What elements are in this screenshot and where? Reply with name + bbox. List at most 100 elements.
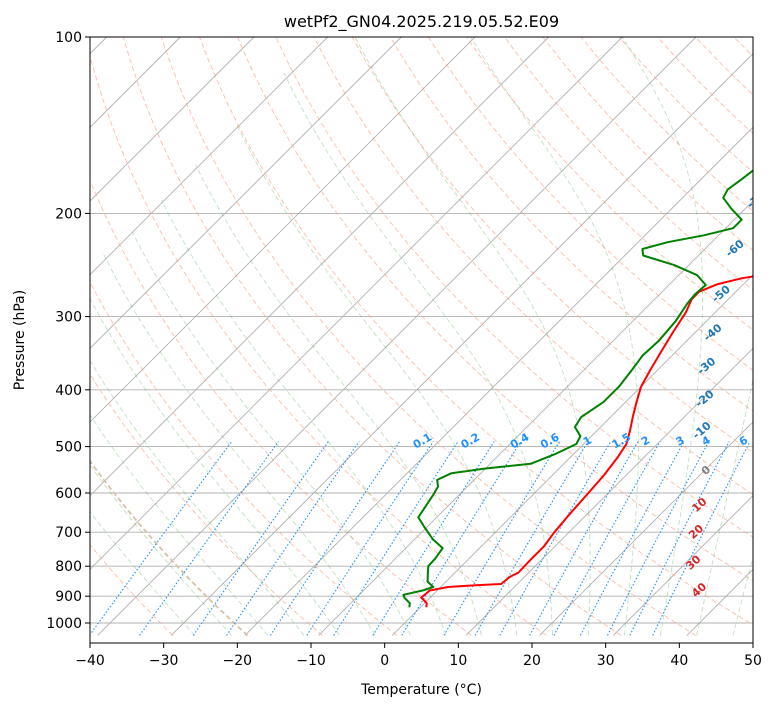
moist-adiabat-line: [195, 164, 482, 636]
moist-adiabat-line: [131, 231, 412, 636]
moist-adiabat-line: [90, 414, 269, 636]
dry-adiabat-line: [90, 178, 472, 636]
dry-adiabat-line: [275, 37, 753, 538]
isotherm-line: [612, 495, 753, 636]
dry-adiabat-line: [618, 37, 753, 173]
dry-adiabat-line: [733, 37, 753, 58]
isotherm-line: [90, 37, 328, 276]
dry-adiabat-line: [542, 37, 753, 252]
isotherm-line: [761, 37, 775, 635]
x-tick-label: −30: [149, 653, 179, 669]
mixing-ratio-line: [443, 441, 560, 636]
mixing-ratio-label: 0.6: [538, 430, 562, 451]
dry-adiabat-line: [237, 37, 753, 582]
moist-adiabat-line: [90, 359, 305, 636]
isotherm-line: [90, 37, 402, 349]
moist-adiabat-line: [283, 72, 554, 636]
x-tick-label: −10: [296, 653, 326, 669]
isotherm-line: [244, 126, 753, 636]
dry-adiabat-line: [90, 373, 323, 636]
isotherm-line: [465, 347, 753, 636]
x-tick-label: 10: [449, 653, 467, 669]
dry-adiabat-line: [160, 37, 697, 636]
mixing-ratio-line: [474, 441, 589, 636]
dry-adiabat-line: [351, 37, 753, 454]
dry-adiabat-line: [122, 37, 622, 636]
y-tick-label: 600: [55, 486, 82, 502]
mixing-ratio-line: [401, 441, 522, 636]
mixing-ratio-label: 0.1: [411, 431, 434, 452]
mixing-ratio-line: [629, 441, 730, 636]
temperature-profile-line: [420, 275, 753, 608]
dry-adiabat-line: [90, 54, 547, 636]
dry-adiabat-line: [428, 37, 753, 371]
y-tick-label: 900: [55, 589, 82, 605]
isotherm-line: [686, 568, 753, 636]
mixing-ratio-line: [90, 441, 233, 636]
dry-adiabat-label: -40: [701, 321, 725, 344]
mixing-ratio-line: [607, 441, 710, 636]
mixing-ratio-line: [306, 441, 434, 636]
isotherm-line: [90, 37, 549, 497]
moist-adiabat-line: [90, 510, 196, 636]
y-axis-label: Pressure (hPa): [12, 290, 28, 390]
mixing-ratio-line: [372, 441, 495, 636]
x-tick-label: 30: [597, 653, 615, 669]
dry-adiabat-line: [90, 544, 174, 636]
isotherm-line: [539, 421, 753, 636]
y-tick-label: 400: [55, 383, 82, 399]
dewpoint-profile-line: [402, 169, 753, 608]
x-tick-label: −40: [75, 653, 105, 669]
y-tick-label: 500: [55, 440, 82, 456]
mixing-ratio-line: [192, 441, 329, 636]
isotherm-line: [318, 200, 753, 636]
x-tick-label: 50: [744, 653, 762, 669]
dry-adiabat-label: -70: [744, 188, 768, 211]
moist-adiabat-label: 40: [689, 580, 709, 600]
isotherm-line: [97, 37, 697, 636]
moist-adiabat-line: [90, 464, 232, 636]
moist-adiabat-line: [696, 377, 753, 636]
dry-adiabat-line: [90, 281, 398, 636]
isotherm-line: [391, 274, 753, 636]
isotherm-line: [90, 37, 623, 570]
moist-adiabat-line: [90, 297, 340, 636]
moist-adiabat-label: 10: [689, 495, 709, 515]
y-tick-label: 300: [55, 310, 82, 326]
x-tick-label: 20: [523, 653, 541, 669]
moist-adiabat-line: [161, 200, 447, 636]
mixing-ratio-line: [652, 441, 751, 636]
x-tick-label: 0: [380, 653, 389, 669]
mixing-ratio-line: [226, 441, 360, 636]
mixing-ratio-line: [499, 441, 612, 636]
mixing-ratio-line: [139, 441, 279, 636]
moist-adiabat-label: 30: [683, 552, 703, 572]
plot-frame: [89, 36, 754, 644]
dry-adiabat-line: [90, 459, 249, 637]
y-tick-label: 700: [55, 525, 82, 541]
moist-adiabat-line: [732, 555, 753, 636]
mixing-ratio-label: 0.4: [508, 430, 532, 451]
x-tick-label: 40: [670, 653, 688, 669]
mixing-ratio-label: 0.2: [459, 431, 482, 452]
y-tick-label: 200: [55, 206, 82, 222]
moist-adiabat-label: 20: [686, 522, 706, 542]
moist-adiabat-line: [235, 122, 518, 636]
y-tick-label: 1000: [46, 616, 82, 632]
y-tick-label: 100: [55, 30, 82, 46]
isotherm-line: [170, 53, 753, 636]
dry-adiabat-label: -20: [693, 387, 717, 410]
x-axis-label: Temperature (°C): [360, 682, 482, 698]
y-tick-label: 800: [55, 559, 82, 575]
x-tick-label: −20: [223, 653, 253, 669]
isotherm-line: [90, 37, 476, 423]
dry-adiabat-label: -80: [754, 152, 775, 175]
dry-adiabat-label: -60: [723, 237, 747, 260]
dry-adiabat-line: [199, 37, 753, 626]
chart-title: wetPf2_GN04.2025.219.05.52.E09: [284, 12, 559, 32]
mixing-ratio-line: [579, 441, 685, 636]
moist-adiabat-line: [103, 254, 376, 636]
dry-adiabat-line: [466, 37, 753, 331]
moist-adiabat-line: [621, 37, 704, 636]
